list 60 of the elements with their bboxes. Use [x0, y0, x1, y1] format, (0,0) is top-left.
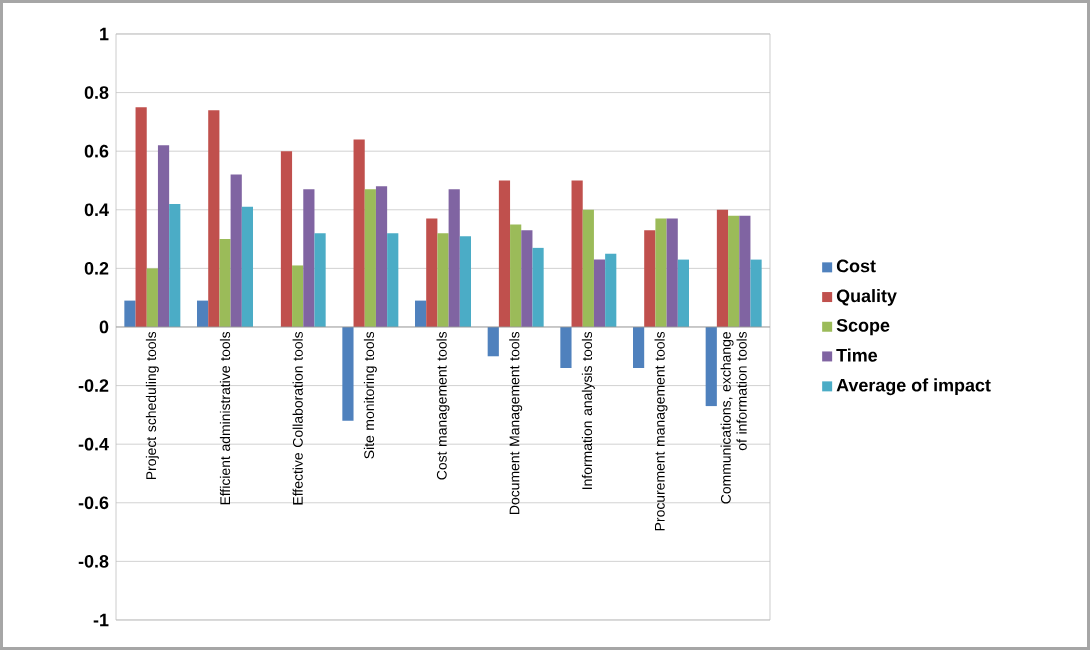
bar — [169, 203, 181, 327]
y-tick-label: 0.4 — [84, 203, 109, 217]
y-tick-label: 0.8 — [84, 86, 109, 99]
bar — [219, 239, 231, 327]
bar — [387, 233, 399, 327]
bar — [498, 180, 511, 327]
y-tick-label: 0 — [99, 320, 109, 334]
bar — [560, 326, 572, 368]
legend-label: Cost — [836, 259, 876, 273]
bar — [459, 236, 471, 327]
bar — [521, 230, 533, 327]
bar — [280, 151, 293, 327]
legend-label: Time — [836, 348, 878, 362]
bar — [342, 326, 354, 421]
bar — [230, 174, 242, 327]
bar — [632, 326, 645, 368]
bar — [208, 110, 220, 327]
bar — [124, 300, 136, 327]
bar — [582, 209, 594, 327]
bar — [364, 189, 376, 327]
y-tick-label: 0.6 — [84, 144, 109, 158]
y-tick-label: 0.2 — [84, 262, 109, 275]
bar — [448, 189, 460, 327]
bar — [644, 230, 656, 327]
y-tick-label: -0.8 — [78, 555, 109, 568]
bar — [415, 300, 427, 327]
y-tick-label: -0.4 — [78, 437, 109, 451]
bar — [241, 206, 254, 327]
y-tick-label: -1 — [93, 613, 109, 627]
legend-label: Scope — [836, 318, 890, 336]
bar — [510, 224, 522, 327]
bar — [666, 218, 678, 327]
bar — [314, 233, 326, 327]
bar — [353, 139, 365, 327]
bar — [655, 218, 667, 327]
bar — [487, 326, 499, 357]
bar — [303, 189, 315, 327]
bar — [716, 209, 729, 327]
bar — [135, 107, 147, 327]
bar — [157, 145, 170, 327]
y-tick-label: -0.2 — [78, 379, 109, 392]
bar — [437, 233, 449, 327]
bar — [571, 180, 583, 327]
bar — [146, 268, 158, 327]
bar — [739, 215, 751, 327]
bar — [605, 253, 617, 327]
legend-label: Average of impact — [836, 378, 991, 396]
bar — [728, 215, 740, 327]
bar — [532, 247, 544, 327]
bar — [197, 300, 209, 327]
bar — [375, 186, 388, 327]
y-tick-label: 1 — [100, 27, 109, 41]
y-tick-label: -0.6 — [78, 496, 109, 510]
bar — [677, 259, 689, 327]
bar — [593, 259, 606, 327]
bar — [426, 218, 438, 327]
bar — [705, 326, 717, 407]
bar — [750, 259, 762, 327]
bar — [292, 265, 304, 327]
legend-label: Quality — [836, 289, 897, 306]
